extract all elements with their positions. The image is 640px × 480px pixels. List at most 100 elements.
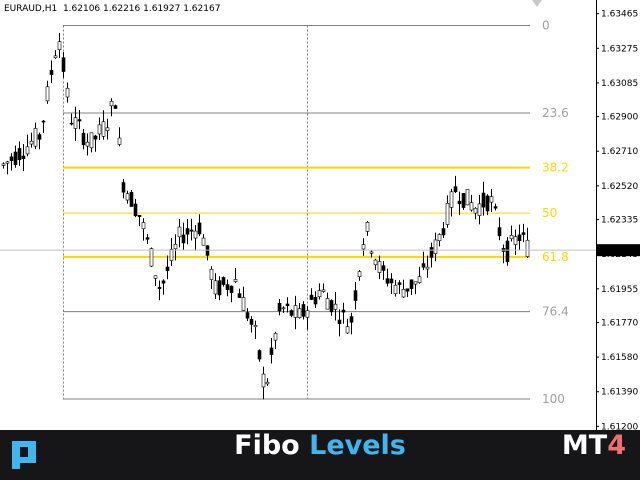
candle-body — [149, 248, 154, 267]
candle-body — [357, 271, 362, 277]
candle-body — [341, 309, 346, 313]
candle-body — [29, 140, 34, 145]
candle-body — [209, 268, 214, 280]
candle-body — [465, 189, 470, 206]
close-price: 1.62167 — [183, 4, 221, 14]
candle-body — [41, 120, 46, 123]
candle-body — [349, 316, 354, 323]
candle-body — [453, 186, 458, 193]
candle-body — [165, 266, 170, 271]
candle-body — [185, 228, 190, 235]
candle-body — [493, 206, 498, 209]
candle-body — [409, 279, 414, 289]
candle-body — [337, 319, 342, 324]
candle-body — [421, 263, 426, 268]
candle-body — [325, 298, 330, 310]
candle-body — [193, 230, 198, 239]
candle-body — [321, 289, 326, 292]
candle-body — [505, 240, 510, 263]
candle-body — [477, 203, 482, 216]
candle-body — [521, 232, 526, 235]
candle-body — [117, 137, 122, 145]
candle-body — [101, 121, 106, 137]
candle-body — [525, 239, 530, 257]
candle-body — [73, 117, 78, 129]
candle-body — [85, 141, 90, 147]
candle-body — [49, 69, 54, 75]
product-title: Fibo Levels — [0, 430, 640, 480]
candle-body — [485, 195, 490, 212]
fibo-level-label: 76.4 — [542, 305, 569, 319]
candle-body — [113, 105, 118, 109]
price-tick-label: 1.63275 — [601, 44, 638, 54]
candle-body — [133, 203, 138, 217]
candle-body — [161, 280, 166, 284]
candle-body — [169, 249, 174, 261]
chart-shift-marker-icon[interactable] — [532, 0, 542, 7]
symbol-name: EURAUD,H1 — [4, 4, 58, 14]
price-tick-label: 1.61390 — [601, 388, 638, 398]
title-word-levels: Levels — [309, 430, 406, 461]
price-tick-label: 1.62520 — [601, 182, 638, 192]
candle-body — [225, 284, 230, 290]
price-tick-label: 1.62900 — [601, 113, 638, 123]
candle-body — [181, 234, 186, 244]
candle-body — [461, 193, 466, 208]
candle-body — [441, 228, 446, 236]
candle-body — [481, 192, 486, 208]
candle-body — [109, 100, 114, 107]
candle-body — [373, 259, 378, 266]
price-tick-label: 1.63465 — [601, 10, 638, 20]
candle-body — [429, 247, 434, 258]
fibo-level-label: 50 — [542, 206, 557, 220]
candle-body — [245, 312, 250, 319]
candle-body — [277, 302, 282, 312]
candle-body — [417, 276, 422, 283]
low-price: 1.61927 — [143, 4, 181, 14]
open-price: 1.62106 — [62, 4, 101, 14]
candle-body — [249, 318, 254, 325]
candle-body — [221, 277, 226, 285]
fibo-level-label: 23.6 — [542, 106, 569, 120]
candle-body — [345, 326, 350, 334]
candle-body — [457, 200, 462, 205]
candle-body — [333, 303, 338, 310]
candle-body — [241, 297, 246, 311]
candle-body — [53, 55, 58, 59]
fibo-level-label: 61.8 — [542, 250, 569, 264]
candle-body — [69, 122, 74, 125]
price-tick-label: 1.61200 — [601, 422, 638, 430]
platform-version: 4 — [607, 430, 626, 461]
brand-logo-icon — [12, 441, 36, 469]
price-tick-label: 1.62335 — [601, 216, 638, 226]
fibo-level-label: 0 — [542, 19, 550, 33]
candle-body — [433, 239, 438, 254]
candle-body — [213, 280, 218, 295]
candle-body — [329, 300, 334, 313]
candle-body — [189, 229, 194, 232]
candle-body — [65, 87, 70, 98]
platform-badge: MT4 — [562, 430, 626, 480]
candle-body — [97, 124, 102, 135]
candle-body — [361, 244, 366, 250]
chart-window[interactable]: 1.63465 1.63275 1.63085 1.62900 1.62710 1.625… — [0, 0, 640, 430]
candle-body — [13, 151, 18, 166]
candle-body — [93, 135, 98, 140]
symbol-ohlc-header: EURAUD,H1 1.62106 1.62216 1.61927 1.6216… — [4, 4, 220, 14]
candle-body — [197, 222, 202, 235]
candle-body — [45, 86, 50, 102]
candle-body — [437, 234, 442, 242]
candle-body — [201, 237, 206, 246]
candle-body — [21, 155, 26, 160]
candle-body — [129, 191, 134, 207]
candle-body — [261, 373, 266, 388]
candle-body — [125, 193, 130, 201]
price-tick-label: 1.61580 — [601, 353, 638, 363]
candle-body — [9, 156, 14, 161]
candle-body — [273, 333, 278, 341]
candle-body — [33, 128, 38, 147]
price-chart[interactable]: 1.63465 1.63275 1.63085 1.62900 1.62710 1.625… — [0, 0, 640, 430]
candle-body — [473, 207, 478, 214]
candle-body — [89, 132, 94, 149]
candle-body — [257, 350, 262, 360]
